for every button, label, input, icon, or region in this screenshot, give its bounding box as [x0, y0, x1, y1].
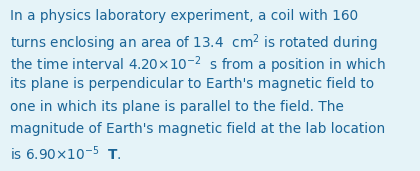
Text: turns enclosing an area of 13.4  $\mathrm{cm}^2$ is rotated during: turns enclosing an area of 13.4 $\mathrm…	[10, 32, 378, 54]
Text: magnitude of Earth's magnetic field at the lab location: magnitude of Earth's magnetic field at t…	[10, 122, 386, 136]
Text: the time interval 4.20$\times$10$^{-2}$  s from a position in which: the time interval 4.20$\times$10$^{-2}$ …	[10, 55, 386, 76]
Text: is 6.90$\times$10$^{-5}$  $\mathbf{T}$.: is 6.90$\times$10$^{-5}$ $\mathbf{T}$.	[10, 145, 122, 163]
Text: In a physics laboratory experiment, a coil with 160: In a physics laboratory experiment, a co…	[10, 9, 359, 23]
Text: one in which its plane is parallel to the field. The: one in which its plane is parallel to th…	[10, 100, 344, 114]
Text: its plane is perpendicular to Earth's magnetic field to: its plane is perpendicular to Earth's ma…	[10, 77, 375, 91]
